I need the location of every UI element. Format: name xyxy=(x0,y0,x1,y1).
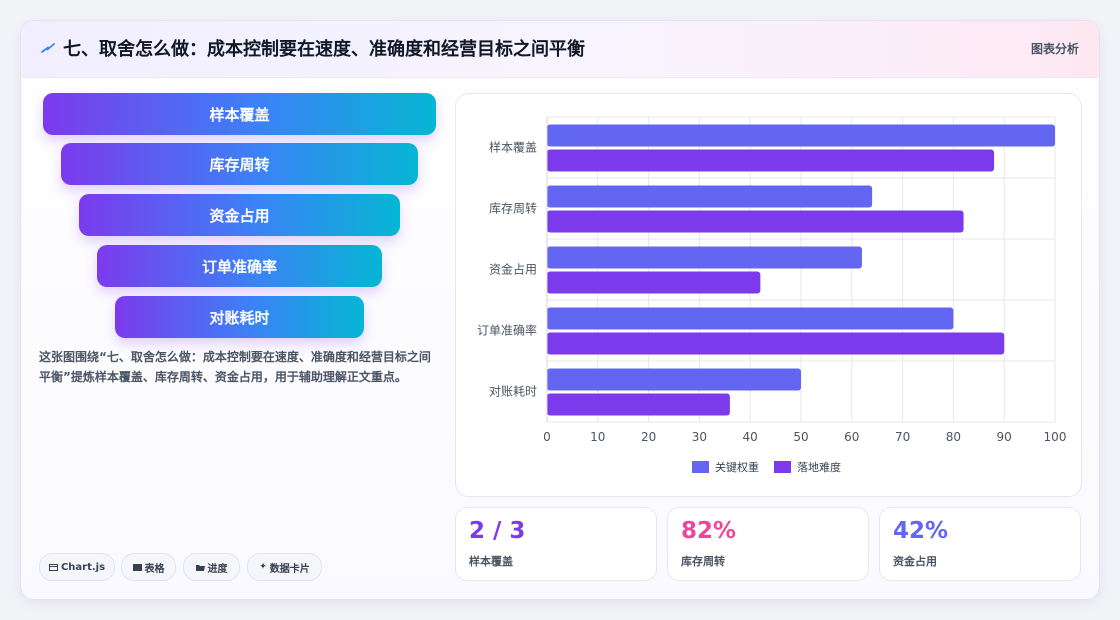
funnel-stage-4: 订单准确率 xyxy=(97,245,382,287)
stat-value: 2 / 3 xyxy=(469,518,526,544)
y-tick-label: 订单准确率 xyxy=(477,323,537,338)
bar-key-weight xyxy=(547,368,801,391)
legend-swatch xyxy=(774,461,791,473)
stat-label: 库存周转 xyxy=(681,555,725,568)
window-icon xyxy=(48,563,58,571)
funnel-stage-1: 样本覆盖 xyxy=(43,93,436,135)
legend-label: 落地难度 xyxy=(797,460,841,474)
y-tick-label: 对账耗时 xyxy=(489,385,537,399)
stat-value: 42% xyxy=(893,518,949,544)
bar-chart: 0 10 20 30 40 50 60 70 80 90 100 样本覆盖库存周转资金占用订单准确率对… xyxy=(477,116,1067,474)
y-tick-label: 库存周转 xyxy=(489,201,537,216)
chip-label: 进度 xyxy=(207,563,228,575)
x-tick-label: 0 xyxy=(543,430,551,444)
y-tick-label: 资金占用 xyxy=(489,262,537,277)
bar-difficulty xyxy=(547,332,1005,355)
funnel-stage-5: 对账耗时 xyxy=(115,296,364,338)
bar-difficulty xyxy=(547,393,730,416)
bar-key-weight xyxy=(547,124,1055,147)
chip-data-card[interactable]: ✦ 数据卡片 xyxy=(247,553,322,581)
chip-chartjs[interactable]: Chart.js xyxy=(39,553,115,581)
legend-swatch xyxy=(692,461,709,473)
stat-label: 样本覆盖 xyxy=(469,555,513,568)
legend-label: 关键权重 xyxy=(715,460,759,474)
chart-description: 这张图围绕“七、取舍怎么做：成本控制要在速度、准确度和经营目标之间平衡”提炼样本… xyxy=(39,350,431,384)
header: 七、取舍怎么做：成本控制要在速度、准确度和经营目标之间平衡 图表分析 xyxy=(21,21,1099,78)
x-tick-label: 90 xyxy=(997,430,1012,444)
bar-key-weight xyxy=(547,246,862,269)
x-tick-label: 60 xyxy=(844,430,859,444)
stat-label: 资金占用 xyxy=(893,555,937,568)
main-card: 七、取舍怎么做：成本控制要在速度、准确度和经营目标之间平衡 图表分析 样本覆盖 … xyxy=(20,20,1100,600)
sparkle-icon: ✦ xyxy=(259,562,267,572)
x-tick-label: 100 xyxy=(1044,430,1067,444)
chip-progress[interactable]: 进度 xyxy=(183,553,240,581)
chip-label: Chart.js xyxy=(60,561,106,573)
chart-analysis-tag: 图表分析 xyxy=(1030,42,1079,56)
x-tick-label: 10 xyxy=(590,430,605,444)
chart-panel: 0 10 20 30 40 50 60 70 80 90 100 样本覆盖库存周转资金占用订单准确率对… xyxy=(455,93,1082,497)
bar-difficulty xyxy=(547,210,964,233)
x-tick-label: 50 xyxy=(793,430,808,444)
lightning-icon xyxy=(41,43,55,53)
page-title: 七、取舍怎么做：成本控制要在速度、准确度和经营目标之间平衡 xyxy=(63,39,585,60)
stat-card-1: 2 / 3 样本覆盖 xyxy=(455,507,657,581)
stat-value: 82% xyxy=(681,518,737,544)
bar-key-weight xyxy=(547,185,873,208)
bar-difficulty xyxy=(547,149,995,172)
bar-difficulty xyxy=(547,271,761,294)
funnel-stage-3: 资金占用 xyxy=(79,194,400,236)
folder-icon xyxy=(195,564,205,571)
chip-table[interactable]: 表格 xyxy=(121,553,176,581)
x-tick-label: 40 xyxy=(743,430,758,444)
x-tick-label: 70 xyxy=(895,430,910,444)
chip-label: 表格 xyxy=(144,563,165,575)
bar-key-weight xyxy=(547,307,954,330)
stat-card-3: 42% 资金占用 xyxy=(879,507,1081,581)
stat-card-2: 82% 库存周转 xyxy=(667,507,869,581)
table-icon xyxy=(132,563,142,571)
chip-label: 数据卡片 xyxy=(269,563,310,575)
x-tick-label: 80 xyxy=(946,430,961,444)
x-tick-label: 20 xyxy=(641,430,656,444)
funnel-stage-2: 库存周转 xyxy=(61,143,418,185)
x-tick-label: 30 xyxy=(692,430,707,444)
y-tick-label: 样本覆盖 xyxy=(489,140,537,155)
